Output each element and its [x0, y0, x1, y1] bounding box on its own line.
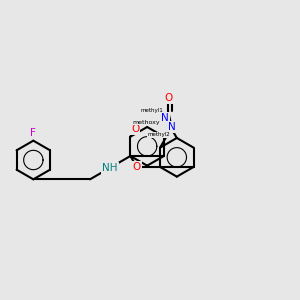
Text: N: N: [168, 122, 176, 132]
Text: O: O: [131, 124, 139, 134]
Text: NH: NH: [103, 163, 118, 173]
Text: F: F: [30, 128, 36, 138]
Text: O: O: [133, 162, 141, 172]
Text: methyl2: methyl2: [147, 132, 170, 137]
Text: methoxy: methoxy: [132, 120, 160, 125]
Text: N: N: [161, 113, 169, 123]
Text: methyl1: methyl1: [141, 108, 164, 113]
Text: O: O: [164, 93, 172, 103]
